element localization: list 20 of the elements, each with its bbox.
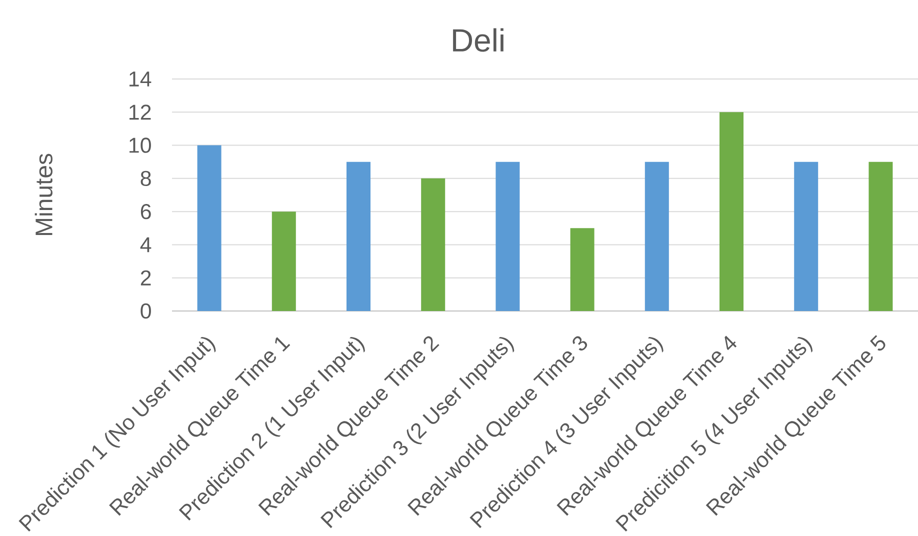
y-tick-label: 12 [130, 104, 151, 120]
bar [868, 162, 893, 311]
bar [421, 178, 446, 311]
bar [570, 228, 594, 311]
bar [496, 162, 520, 311]
bar [720, 112, 744, 311]
chart-title: Deli [453, 28, 504, 52]
y-tick-label: 8 [140, 170, 151, 186]
y-tick-label: 14 [130, 72, 152, 86]
y-tick-label: 2 [140, 270, 151, 286]
bar [272, 212, 296, 311]
bar [794, 162, 818, 311]
y-axis-title: Minutes [34, 154, 52, 236]
bar [644, 162, 669, 311]
bar [197, 145, 222, 311]
y-tick-label: 0 [140, 303, 151, 319]
y-tick-label: 6 [140, 204, 151, 220]
y-tick-label: 10 [130, 138, 151, 153]
y-tick-label: 4 [140, 237, 152, 252]
bar [346, 162, 370, 311]
